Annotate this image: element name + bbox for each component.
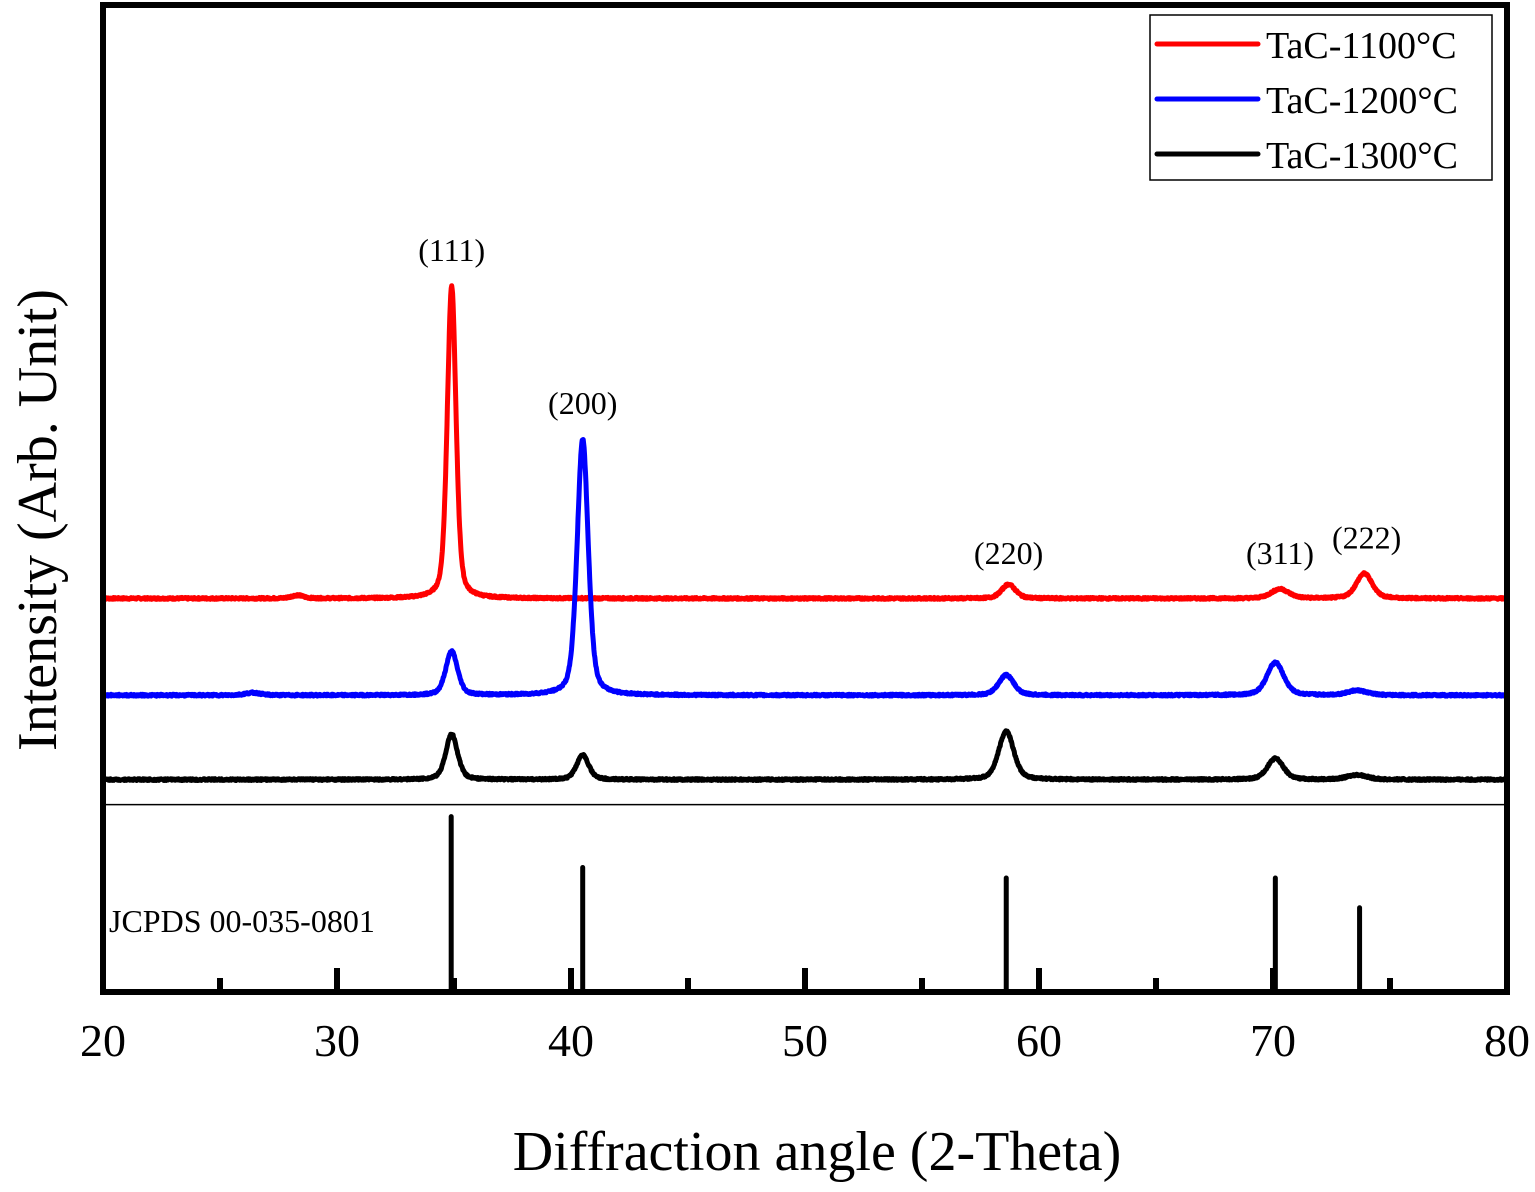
legend-label: TaC-1100°C [1266,25,1457,67]
series-line-tac-1300-c [101,728,1509,783]
legend-label: TaC-1300°C [1266,135,1458,177]
series-layer [101,283,1510,783]
series-line-tac-1100-c [101,283,1510,602]
x-tick-label: 30 [314,1015,360,1066]
legend-label: TaC-1200°C [1266,80,1458,122]
x-tick-label: 50 [782,1015,828,1066]
peak-label: (222) [1332,519,1401,555]
x-ticks: 20 30 40 50 60 70 80 [80,968,1530,1066]
peak-annotations: (111) (200) (220) (311) (222) [418,232,1401,571]
y-axis-title: Intensity (Arb. Unit) [7,289,69,751]
peak-label: (111) [418,232,485,268]
x-tick-label: 70 [1250,1015,1296,1066]
x-axis-title: Diffraction angle (2-Theta) [513,1121,1121,1183]
x-tick-label: 20 [80,1015,126,1066]
reference-pattern [448,814,1363,995]
x-tick-label: 80 [1484,1015,1530,1066]
x-tick-label: 60 [1016,1015,1062,1066]
series-line-tac-1200-c [101,437,1509,699]
peak-label: (311) [1246,535,1314,571]
peak-label: (220) [974,535,1043,571]
peak-label: (200) [548,385,617,421]
x-tick-label: 40 [548,1015,594,1066]
reference-label: JCPDS 00-035-0801 [109,903,375,939]
legend: TaC-1100°C TaC-1200°C TaC-1300°C [1149,14,1493,181]
